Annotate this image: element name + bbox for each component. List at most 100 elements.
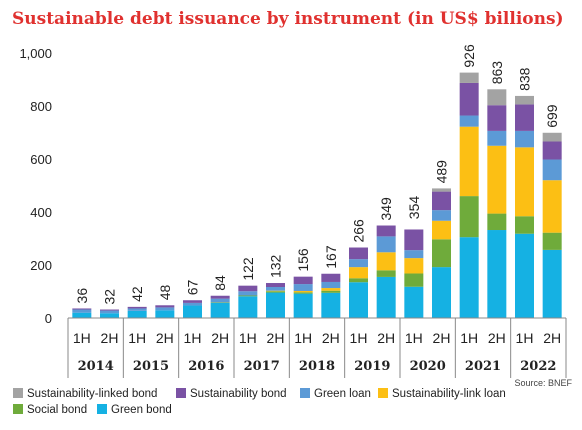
x-tick-label: 1H [350,330,368,346]
legend-entry: Green bond [111,404,172,416]
bar-segment [459,72,479,83]
bar-segment [266,283,285,287]
bar-segment [293,276,313,285]
year-label: 2016 [188,359,224,374]
total-label: 167 [323,245,339,269]
total-label: 67 [185,279,201,295]
total-label: 838 [517,67,533,91]
bar-segment [238,296,258,318]
y-tick-label: 600 [30,152,52,167]
bar-segment [72,309,92,313]
bar-segment [266,290,285,292]
y-tick-label: 1,000 [19,46,52,61]
bar-segment [100,313,119,318]
year-label: 2017 [244,359,280,374]
bar-segment [293,284,313,291]
bar-segment [404,258,424,274]
legend-swatch [97,404,107,414]
bar-segment [432,210,451,221]
bar-segment [100,310,119,314]
bar-segment [210,295,230,299]
year-label: 2021 [465,359,501,374]
legend-swatch [300,388,310,398]
total-label: 122 [240,257,256,281]
bar-segment [238,291,258,296]
legend-entry: Sustainability-link loan [392,388,506,400]
x-tick-label: 2H [543,330,561,346]
bar-segment [238,295,258,297]
x-tick-label: 2H [156,330,174,346]
y-tick-label: 800 [30,99,52,114]
bar-segment [321,281,341,289]
legend-entry: Sustainability-linked bond [27,388,157,400]
bar-segment [100,309,119,311]
x-tick-label: 1H [73,330,91,346]
x-tick-label: 2H [377,330,395,346]
x-tick-label: 2H [101,330,119,346]
bar-segment [127,308,147,311]
bar-segment [155,310,175,318]
bar-segment [459,196,479,238]
bar-segment [349,278,368,283]
source-note: Source: BNEF [514,378,572,388]
bar-segment [266,291,285,293]
bar-segment [183,302,202,306]
bar-segment [349,282,368,318]
bar-segment [487,89,507,106]
bar-segment [487,230,507,318]
bar-segment [515,130,534,148]
bar-segment [183,305,202,318]
total-label: 84 [212,275,228,291]
bar-segment [542,141,562,160]
bar-segment [404,286,424,318]
bar-segment [542,159,562,181]
bar-segment [432,220,451,240]
bar-segment [293,290,313,293]
year-label: 2015 [133,359,169,374]
x-axis: 1H 2H 1H 2H 1H 2H 1H 2H 1H 2H 1H 2H 1H 2H 1H 2H 1H 2H 2014… [67,317,567,378]
x-tick-label: 1H [516,330,534,346]
bar-segment [127,306,147,309]
bar-segment [238,285,258,292]
bar-segment [515,233,534,318]
year-label: 2022 [520,359,556,374]
y-tick-label: 400 [30,205,52,220]
bar-segment [210,298,230,303]
legend-swatch [378,388,388,398]
x-tick-label: 2H [267,330,285,346]
x-tick-label: 1H [294,330,312,346]
total-label: 132 [268,254,284,278]
bar-segment [515,216,534,234]
x-tick-label: 1H [184,330,202,346]
year-label: 2020 [410,359,446,374]
bar-segment [293,293,313,318]
bar-segment [210,302,230,303]
chart-title: Sustainable debt issuance by instrument … [12,9,564,29]
bar-segment [72,312,92,318]
bar-segment [321,288,341,291]
legend-entry: Sustainability bond [190,388,287,400]
year-label: 2019 [354,359,390,374]
total-label: 42 [129,286,145,302]
x-tick-label: 1H [239,330,257,346]
x-tick-label: 1H [128,330,146,346]
bar-segment [376,225,396,237]
bar-segment [72,308,92,310]
bar-segment [542,232,562,250]
x-tick-label: 1H [460,330,478,346]
bar-segment [155,305,175,308]
total-label: 926 [461,44,477,68]
legend-swatch [13,404,23,414]
x-tick-label: 2H [488,330,506,346]
bar-segment [542,180,562,233]
bar-segment [183,300,202,303]
bar-segment [487,105,507,131]
legend: Sustainability-linked bond Sustainability… [13,388,506,416]
total-label: 699 [544,104,560,128]
total-label: 48 [157,284,173,300]
year-label: 2018 [299,359,335,374]
bar-segment [349,247,368,260]
bar-segment [459,82,479,116]
legend-swatch [176,388,186,398]
bar-segment [487,213,507,231]
